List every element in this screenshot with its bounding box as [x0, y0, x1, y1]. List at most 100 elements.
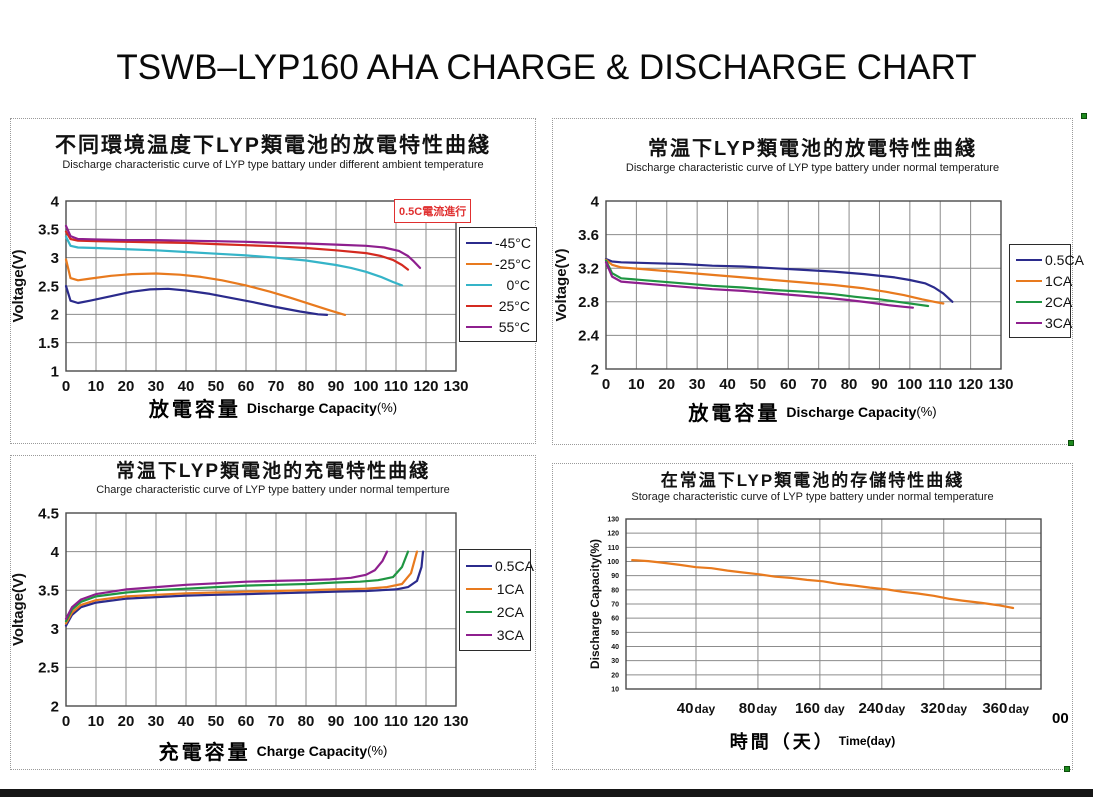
svg-text:3.5: 3.5: [38, 222, 59, 239]
svg-text:2.4: 2.4: [578, 328, 600, 345]
svg-text:40: 40: [178, 378, 195, 395]
y-axis-title: Voltage(V): [553, 248, 570, 321]
svg-text:70: 70: [611, 601, 619, 608]
legend-label: 1CA: [496, 580, 524, 597]
legend-label: 0.5CA: [1045, 251, 1084, 268]
series-2CA: [604, 259, 930, 308]
bottom-bar: [0, 789, 1093, 797]
page-title: TSWB–LYP160 AHA CHARGE & DISCHARGE CHART: [116, 48, 977, 87]
legend-discharge-rates: 0.5CA 1CA 2CA 3CA: [1009, 244, 1084, 338]
svg-text:4.5: 4.5: [38, 505, 59, 522]
series-3CA: [604, 261, 914, 309]
svg-text:50: 50: [611, 630, 619, 637]
series-0.5CA: [604, 257, 954, 303]
svg-text:110: 110: [928, 376, 952, 393]
svg-text:90: 90: [328, 378, 345, 395]
svg-text:2: 2: [591, 361, 599, 378]
legend-label: 1CA: [1045, 272, 1073, 289]
legend-item: 1CA: [466, 581, 524, 597]
x-axis-title: 放電容量 Discharge Capacity(%): [553, 397, 1072, 426]
svg-text:40day: 40day: [677, 700, 716, 717]
svg-text:3.5: 3.5: [38, 582, 59, 599]
series-2CA: [64, 550, 410, 623]
series-25°C: [64, 230, 410, 271]
svg-text:20: 20: [118, 713, 135, 730]
chart-header: 常温下LYP類電池的充電特性曲綫 Charge characteristic c…: [11, 456, 535, 498]
svg-text:2: 2: [51, 698, 59, 715]
svg-text:60: 60: [238, 378, 255, 395]
legend-item: 3CA: [466, 627, 524, 643]
svg-text:100: 100: [607, 559, 619, 566]
x-axis-title-unit: (%): [376, 400, 398, 415]
legend-label: 3CA: [496, 626, 524, 643]
svg-text:60: 60: [780, 376, 797, 393]
x-axis-title-en: Discharge Capacity: [786, 403, 917, 420]
selection-handle-icon[interactable]: [1064, 766, 1070, 772]
svg-text:4: 4: [591, 193, 600, 210]
charge-normal-temperature-chart: 0 10 20 30 40 50 60 70 80 90 100 110 120 130 4.5 4 3.5 3 2…: [11, 505, 469, 730]
legend-item: 0.5CA: [1016, 252, 1084, 268]
x-axis-title-zh: 充電容量: [158, 742, 251, 764]
svg-text:20: 20: [658, 376, 675, 393]
chart-subtitle-en: Discharge characteristic curve of LYP ty…: [625, 162, 1000, 174]
svg-text:100: 100: [353, 713, 378, 730]
svg-text:50: 50: [208, 713, 225, 730]
svg-text:60: 60: [611, 616, 619, 623]
svg-text:100: 100: [897, 376, 922, 393]
series-0°C: [64, 235, 404, 287]
svg-text:4: 4: [51, 544, 60, 561]
panel-discharge-normal-temperature: 常温下LYP類電池的放電特性曲綫 Discharge characteristi…: [552, 118, 1084, 445]
svg-text:40: 40: [178, 713, 195, 730]
svg-text:50: 50: [208, 378, 225, 395]
legend-temperatures: -45°C -25°C 0°C 25°C 55°C: [459, 227, 537, 342]
x-axis-title: 充電容量 Charge Capacity(%): [11, 736, 535, 765]
legend-item: 2CA: [466, 604, 524, 620]
svg-text:30: 30: [611, 658, 619, 665]
y-axis-title: Voltage(V): [11, 249, 27, 322]
svg-text:30: 30: [148, 378, 165, 395]
svg-text:130: 130: [443, 378, 468, 395]
series-1CA: [64, 550, 419, 625]
svg-text:130: 130: [443, 713, 468, 730]
svg-text:2.5: 2.5: [38, 278, 59, 295]
x-axis-title-unit: (%): [916, 404, 937, 419]
legend-item: 1CA: [1016, 273, 1072, 289]
chart-header: 不同環境温度下LYP類電池的放電特性曲綫 Discharge character…: [11, 119, 535, 173]
legend-line-swatch: [1016, 321, 1042, 324]
legend-charge-rates: 0.5CA 1CA 2CA 3CA: [459, 549, 534, 651]
legend-label: 55°C: [498, 318, 530, 335]
svg-text:3.6: 3.6: [578, 227, 599, 244]
svg-text:10: 10: [628, 376, 645, 393]
svg-text:70: 70: [268, 713, 285, 730]
x-axis-title-zh: 放電容量: [688, 403, 781, 425]
svg-text:50: 50: [750, 376, 767, 393]
svg-text:90: 90: [328, 713, 345, 730]
selection-handle-icon[interactable]: [1068, 440, 1074, 446]
svg-text:110: 110: [384, 713, 408, 730]
legend-item: 3CA: [1016, 315, 1072, 331]
x-axis-title: 時間（天） Time(day): [553, 728, 1072, 754]
svg-text:10: 10: [88, 378, 105, 395]
storage-normal-temperature-chart: 40day 80day 160 day 240day 320day 360day 130 120…: [588, 516, 1042, 717]
svg-text:110: 110: [384, 378, 408, 395]
legend-line-swatch: [466, 241, 492, 244]
svg-text:40: 40: [719, 376, 736, 393]
selection-handle-icon[interactable]: [1081, 113, 1087, 119]
svg-text:80: 80: [841, 376, 858, 393]
legend-item: -45°C: [466, 235, 531, 251]
x-axis-title-zh: 時間（天）: [729, 732, 835, 752]
series--45°C: [64, 284, 329, 316]
svg-text:60: 60: [238, 713, 255, 730]
x-axis-title-unit: (%): [367, 743, 388, 758]
svg-text:3: 3: [51, 621, 59, 638]
y-axis-title: Voltage(V): [11, 573, 27, 646]
svg-text:120: 120: [958, 376, 983, 393]
discharge-by-temperature-chart: 0 10 20 30 40 50 60 70 80 90 100 110 120 130 4 3.5 3 2.5 2…: [11, 193, 469, 395]
series-55°C: [64, 224, 422, 269]
legend-line-swatch: [1016, 279, 1042, 282]
series-0.5CA: [64, 550, 425, 627]
svg-text:90: 90: [611, 573, 619, 580]
series--25°C: [64, 258, 347, 316]
chart-title-zh: 不同環境温度下LYP類電池的放電特性曲綫: [55, 134, 491, 157]
svg-text:10: 10: [611, 686, 619, 693]
